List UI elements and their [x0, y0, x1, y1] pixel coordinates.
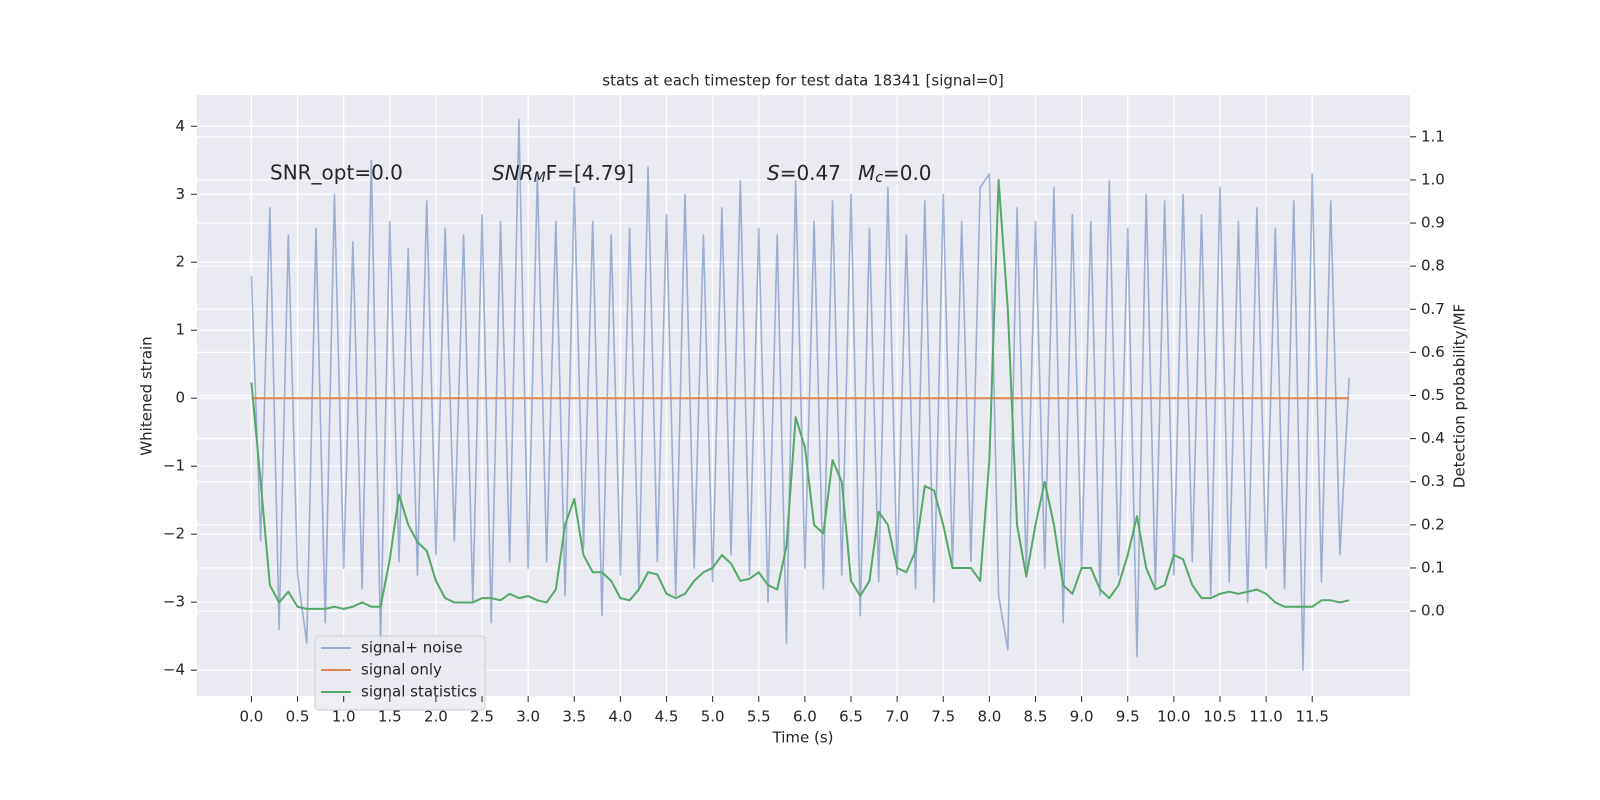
- y-tick-label: 0: [175, 389, 185, 407]
- y-tick-label: −1: [163, 457, 185, 475]
- annotation-part: =0.47: [780, 161, 841, 185]
- x-tick-label: 4.0: [608, 708, 632, 726]
- x-tick-label: 0.5: [286, 708, 310, 726]
- x-tick-label: 1.0: [332, 708, 356, 726]
- x-tick-label: 2.0: [424, 708, 448, 726]
- x-tick-label: 0.0: [239, 708, 263, 726]
- y2-tick-label: 0.8: [1421, 257, 1445, 275]
- y2-tick-label: 0.3: [1421, 472, 1445, 490]
- y-tick-label: −2: [163, 525, 185, 543]
- annotation: S=0.47: [767, 161, 841, 185]
- series-line: [250, 178, 1350, 610]
- legend-label: signal+ noise: [361, 639, 463, 657]
- annotation: Mc=0.0: [858, 161, 932, 187]
- y-tick-label: 4: [175, 117, 185, 135]
- y-axis-label: Whitened strain: [138, 336, 156, 455]
- x-tick-label: 2.5: [470, 708, 494, 726]
- y2-tick-label: 0.4: [1421, 429, 1445, 447]
- x-tick-label: 8.5: [1024, 708, 1048, 726]
- x-tick-label: 6.0: [793, 708, 817, 726]
- annotation: SNRMF=[4.79]: [492, 161, 634, 187]
- legend-label: signal only: [361, 661, 442, 679]
- annotation-part: c: [875, 170, 883, 186]
- series-line: [250, 118, 1350, 671]
- x-tick-label: 7.0: [885, 708, 909, 726]
- annotation-part: S: [767, 161, 780, 185]
- x-tick-label: 1.5: [378, 708, 402, 726]
- x-tick-label: 11.5: [1296, 708, 1329, 726]
- y2-tick-label: 0.7: [1421, 300, 1445, 318]
- x-tick-label: 5.0: [701, 708, 725, 726]
- annotation-part: SNR: [492, 161, 534, 185]
- y2-tick-label: 0.1: [1421, 558, 1445, 576]
- x-tick-label: 9.0: [1070, 708, 1094, 726]
- y-tick-label: 2: [175, 253, 185, 271]
- y-tick-label: −3: [163, 593, 185, 611]
- chart-title: stats at each timestep for test data 183…: [602, 72, 1003, 90]
- x-tick-label: 3.0: [516, 708, 540, 726]
- y2-tick-label: 1.0: [1421, 170, 1445, 188]
- annotation: SNR_opt=0.0: [270, 161, 403, 185]
- legend-box: [314, 635, 486, 711]
- x-tick-label: 9.5: [1116, 708, 1140, 726]
- x-tick-label: 5.5: [747, 708, 771, 726]
- x-tick-label: 8.0: [977, 708, 1001, 726]
- y2-tick-label: 0.0: [1421, 602, 1445, 620]
- y2-axis-label: Detection probability/MF: [1451, 304, 1469, 488]
- y-tick-label: 3: [175, 185, 185, 203]
- x-tick-label: 10.0: [1157, 708, 1190, 726]
- x-tick-label: 10.5: [1203, 708, 1236, 726]
- y2-tick-label: 1.1: [1421, 127, 1445, 145]
- x-axis-label: Time (s): [772, 729, 834, 747]
- x-tick-label: 3.5: [562, 708, 586, 726]
- annotation-part: M: [858, 161, 875, 185]
- y2-tick-label: 0.9: [1421, 214, 1445, 232]
- y-tick-label: −4: [163, 661, 185, 679]
- x-tick-label: 11.0: [1249, 708, 1282, 726]
- x-tick-label: 6.5: [839, 708, 863, 726]
- legend-label: signal statistics: [361, 683, 477, 701]
- y-tick-label: 1: [175, 321, 185, 339]
- x-tick-label: 7.5: [931, 708, 955, 726]
- y2-tick-label: 0.6: [1421, 343, 1445, 361]
- annotation-part: =0.0: [883, 161, 932, 185]
- annotation-part: M: [534, 170, 546, 186]
- x-tick-label: 4.5: [655, 708, 679, 726]
- y2-tick-label: 0.5: [1421, 386, 1445, 404]
- annotation-part: F=[4.79]: [546, 161, 634, 185]
- y2-tick-label: 0.2: [1421, 515, 1445, 533]
